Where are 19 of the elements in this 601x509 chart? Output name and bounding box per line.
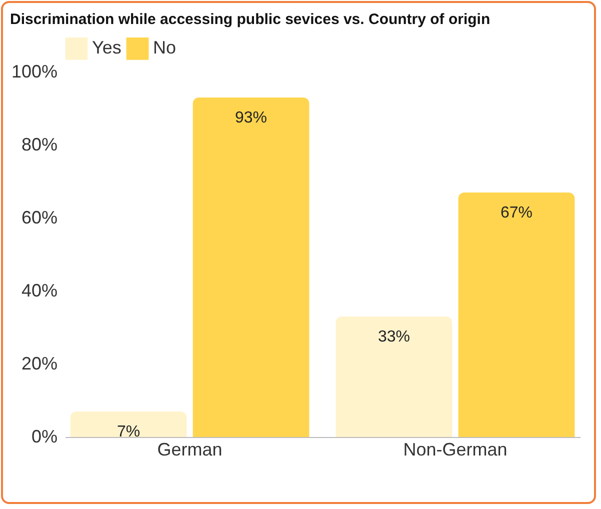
data-label: 7% — [116, 423, 140, 440]
x-tick-label: German — [157, 440, 222, 460]
y-tick-label: 20% — [21, 354, 58, 374]
bar — [192, 98, 310, 437]
bar — [70, 411, 187, 437]
legend-label: No — [153, 38, 176, 58]
chart-title: Discrimination while accessing public sevices vs. Country of origin — [10, 11, 490, 28]
y-tick-label: 0% — [31, 426, 58, 446]
y-tick-label: 80% — [21, 134, 58, 154]
bar — [458, 192, 575, 437]
data-label: 67% — [500, 204, 533, 222]
data-label: 93% — [235, 110, 268, 127]
x-tick-label: Non-German — [403, 440, 508, 460]
legend-label: Yes — [92, 38, 122, 58]
y-tick-label: 40% — [21, 280, 58, 300]
y-tick-label: 60% — [21, 208, 58, 228]
bar — [336, 316, 452, 437]
y-tick-label: 100% — [11, 62, 58, 82]
data-label: 33% — [378, 328, 410, 346]
